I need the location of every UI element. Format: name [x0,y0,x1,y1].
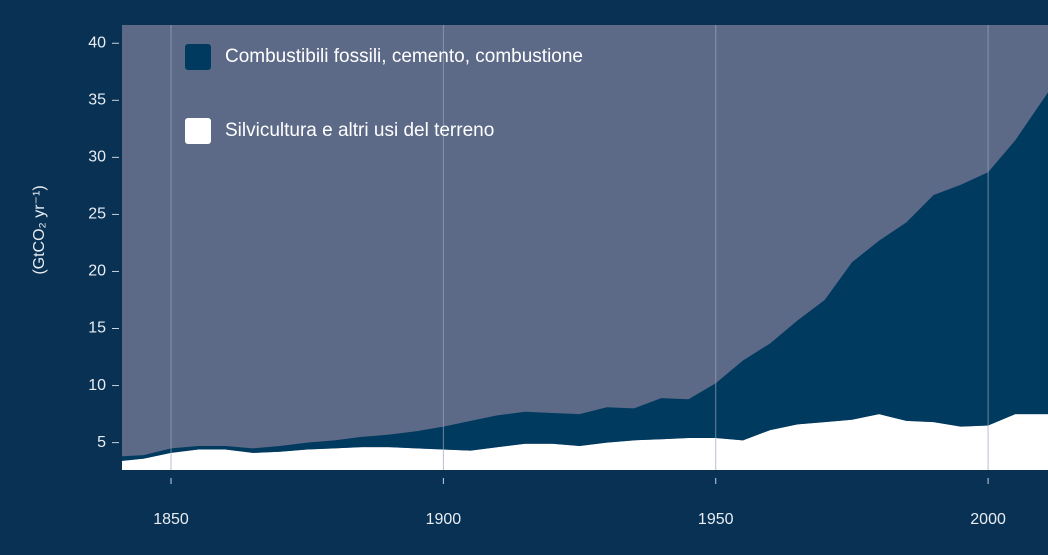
x-tick-label: 1900 [426,511,462,528]
y-tick-label: 5 [97,434,106,451]
y-tick-label: 35 [88,92,106,109]
legend-label: Silvicultura e altri usi del terreno [225,120,494,141]
areas [122,92,1048,470]
area [122,92,1048,461]
y-tick-label: 40 [88,34,106,51]
x-tick-label: 1850 [153,511,189,528]
x-tick-label: 1950 [698,511,734,528]
grid [170,25,989,470]
axes: 1850 1900 1950 2000 5 10 15 20 25 30 35 40 [88,34,1006,528]
y-axis-label: (GtCO₂ yr⁻¹) [31,185,48,274]
area [122,414,1048,470]
y-tick-label: 10 [88,377,106,394]
legend-swatch [185,118,211,144]
y-tick-label: 30 [88,149,106,166]
legend-label: Combustibili fossili, cemento, combustio… [225,46,583,67]
legend-swatch [185,44,211,70]
y-tick-label: 25 [88,206,106,223]
y-tick-label: 20 [88,263,106,280]
y-tick-label: 15 [88,320,106,337]
x-tick-label: 2000 [970,511,1006,528]
